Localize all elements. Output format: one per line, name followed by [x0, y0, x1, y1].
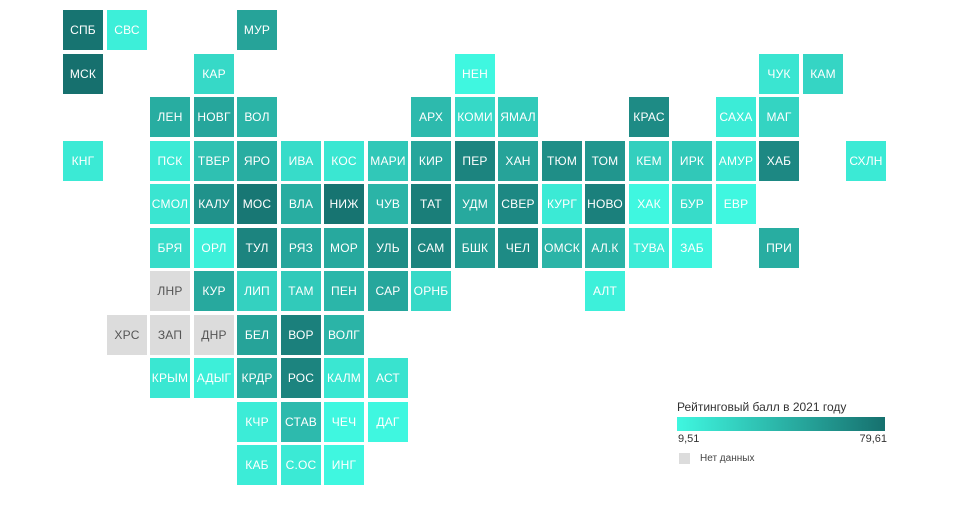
region-tile[interactable]: СТАВ: [281, 402, 321, 442]
region-tile[interactable]: КОМИ: [455, 97, 495, 137]
region-tile[interactable]: ЯМАЛ: [498, 97, 538, 137]
region-tile[interactable]: СХЛН: [846, 141, 886, 181]
region-tile[interactable]: УДМ: [455, 184, 495, 224]
region-tile[interactable]: ПЕР: [455, 141, 495, 181]
region-tile[interactable]: САМ: [411, 228, 451, 268]
region-tile[interactable]: ВОЛГ: [324, 315, 364, 355]
legend: Рейтинговый балл в 2021 году 9,51 79,61 …: [677, 400, 887, 464]
region-tile[interactable]: КАБ: [237, 445, 277, 485]
region-tile[interactable]: МУР: [237, 10, 277, 50]
region-tile[interactable]: НИЖ: [324, 184, 364, 224]
region-tile[interactable]: ПРИ: [759, 228, 799, 268]
region-tile[interactable]: ОРЛ: [194, 228, 234, 268]
region-tile[interactable]: КУРГ: [542, 184, 582, 224]
region-tile[interactable]: САР: [368, 271, 408, 311]
region-tile[interactable]: ЯРО: [237, 141, 277, 181]
region-tile[interactable]: АЛТ: [585, 271, 625, 311]
region-tile[interactable]: КРАС: [629, 97, 669, 137]
region-tile[interactable]: ЕВР: [716, 184, 756, 224]
region-tile[interactable]: УЛЬ: [368, 228, 408, 268]
region-tile[interactable]: КАР: [194, 54, 234, 94]
region-tile[interactable]: ЧУК: [759, 54, 799, 94]
region-tile[interactable]: ЧЕЛ: [498, 228, 538, 268]
legend-ticks: 9,51 79,61: [677, 431, 887, 447]
legend-nodata-label: Нет данных: [700, 453, 755, 464]
region-tile[interactable]: ЗАП: [150, 315, 190, 355]
region-tile[interactable]: ОРНБ: [411, 271, 451, 311]
region-tile[interactable]: СМОЛ: [150, 184, 190, 224]
region-tile[interactable]: ЛНР: [150, 271, 190, 311]
region-tile[interactable]: КЧР: [237, 402, 277, 442]
region-tile[interactable]: ИНГ: [324, 445, 364, 485]
region-tile[interactable]: МАГ: [759, 97, 799, 137]
region-tile[interactable]: ИВА: [281, 141, 321, 181]
region-tile[interactable]: ТУЛ: [237, 228, 277, 268]
region-tile[interactable]: СВЕР: [498, 184, 538, 224]
region-tile[interactable]: КИР: [411, 141, 451, 181]
region-tile[interactable]: КРДР: [237, 358, 277, 398]
region-tile[interactable]: КЕМ: [629, 141, 669, 181]
region-tile[interactable]: МОС: [237, 184, 277, 224]
region-tile[interactable]: ЧУВ: [368, 184, 408, 224]
region-tile[interactable]: КОС: [324, 141, 364, 181]
legend-title: Рейтинговый балл в 2021 году: [677, 400, 847, 414]
region-tile[interactable]: ОМСК: [542, 228, 582, 268]
region-tile[interactable]: ЧЕЧ: [324, 402, 364, 442]
region-tile[interactable]: ПЕН: [324, 271, 364, 311]
region-tile[interactable]: РЯЗ: [281, 228, 321, 268]
region-tile[interactable]: ХАН: [498, 141, 538, 181]
region-tile[interactable]: БШК: [455, 228, 495, 268]
region-tile[interactable]: НОВО: [585, 184, 625, 224]
region-tile[interactable]: ТАТ: [411, 184, 451, 224]
legend-max-label: 79,61: [859, 433, 887, 445]
legend-min-label: 9,51: [678, 433, 700, 445]
region-tile[interactable]: АМУР: [716, 141, 756, 181]
region-tile[interactable]: С.ОС: [281, 445, 321, 485]
region-tile[interactable]: СВС: [107, 10, 147, 50]
region-tile[interactable]: ВОР: [281, 315, 321, 355]
region-tile[interactable]: БУР: [672, 184, 712, 224]
region-tile[interactable]: АСТ: [368, 358, 408, 398]
region-tile[interactable]: ДНР: [194, 315, 234, 355]
region-tile[interactable]: ЛИП: [237, 271, 277, 311]
region-tile[interactable]: КАМ: [803, 54, 843, 94]
region-tile[interactable]: ХРС: [107, 315, 147, 355]
region-tile[interactable]: РОС: [281, 358, 321, 398]
legend-nodata: Нет данных: [677, 453, 887, 464]
region-tile[interactable]: МОР: [324, 228, 364, 268]
region-tile[interactable]: КНГ: [63, 141, 103, 181]
region-tile[interactable]: СПБ: [63, 10, 103, 50]
region-tile[interactable]: ХАК: [629, 184, 669, 224]
region-tile[interactable]: ТЮМ: [542, 141, 582, 181]
region-tile[interactable]: ХАБ: [759, 141, 799, 181]
region-tile[interactable]: АДЫГ: [194, 358, 234, 398]
region-tile[interactable]: МСК: [63, 54, 103, 94]
region-tile[interactable]: БРЯ: [150, 228, 190, 268]
region-tile[interactable]: ТАМ: [281, 271, 321, 311]
region-tile[interactable]: КРЫМ: [150, 358, 190, 398]
region-tile[interactable]: ЗАБ: [672, 228, 712, 268]
region-tile[interactable]: МАРИ: [368, 141, 408, 181]
nodata-swatch: [679, 453, 690, 464]
region-tile[interactable]: ТУВА: [629, 228, 669, 268]
region-tile[interactable]: ИРК: [672, 141, 712, 181]
region-tile[interactable]: САХА: [716, 97, 756, 137]
region-tile[interactable]: ЛЕН: [150, 97, 190, 137]
region-tile[interactable]: ВЛА: [281, 184, 321, 224]
region-tile[interactable]: ТВЕР: [194, 141, 234, 181]
region-tile[interactable]: ПСК: [150, 141, 190, 181]
region-tile[interactable]: НОВГ: [194, 97, 234, 137]
region-tile[interactable]: КАЛУ: [194, 184, 234, 224]
region-tile[interactable]: КУР: [194, 271, 234, 311]
region-tile[interactable]: АРХ: [411, 97, 451, 137]
region-tile[interactable]: ВОЛ: [237, 97, 277, 137]
region-tile[interactable]: КАЛМ: [324, 358, 364, 398]
region-tile[interactable]: ДАГ: [368, 402, 408, 442]
region-tile[interactable]: ТОМ: [585, 141, 625, 181]
region-tile[interactable]: АЛ.К: [585, 228, 625, 268]
region-tile[interactable]: НЕН: [455, 54, 495, 94]
legend-color-scale: [677, 417, 885, 431]
region-tile[interactable]: БЕЛ: [237, 315, 277, 355]
